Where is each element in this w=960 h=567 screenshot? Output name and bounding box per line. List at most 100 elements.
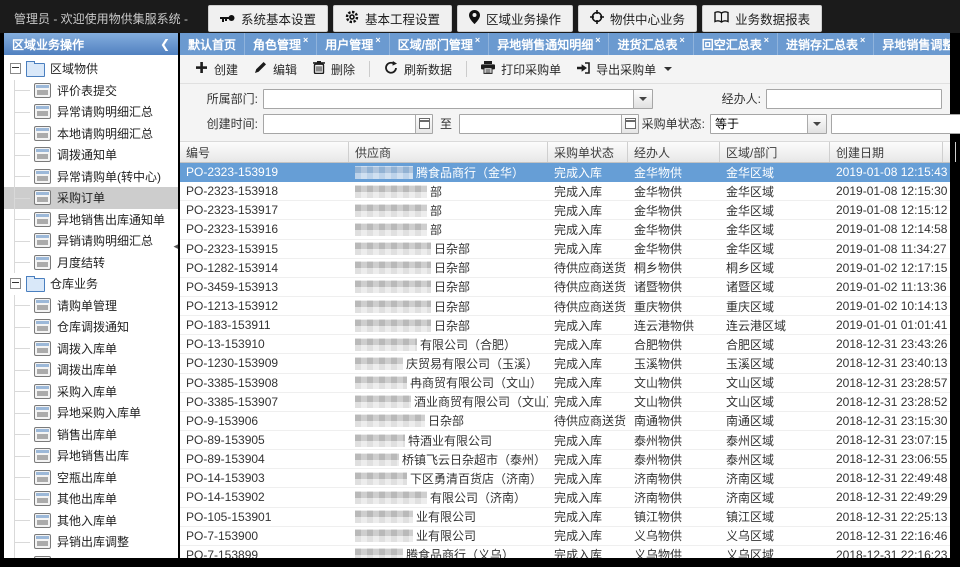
tab-item[interactable]: 区域/部门管理 ×: [389, 33, 490, 55]
chevron-left-icon[interactable]: ❮: [159, 37, 170, 51]
table-row[interactable]: PO-9-153906 日杂部 待供应商送货 南通物供 南通区域 2018-12-31 2…: [180, 412, 950, 431]
tree-group[interactable]: 仓库业务: [4, 273, 178, 295]
status-value-input[interactable]: [831, 113, 960, 134]
menu-engineering-settings[interactable]: 基本工程设置: [333, 5, 453, 32]
sidebar-item[interactable]: 异常请购单(转中心): [4, 165, 178, 188]
table-row[interactable]: PO-14-153902 有限公司（济南） 完成入库 济南物供 济南区域 2018-12-…: [180, 488, 950, 508]
status-operator-value[interactable]: [711, 114, 808, 133]
table-row[interactable]: PO-1213-153912 日杂部 待供应商送货 重庆物供 重庆区域 2019-01-0…: [180, 297, 950, 317]
sidebar-item[interactable]: 月度结转: [4, 251, 178, 274]
chevron-down-icon[interactable]: [807, 114, 827, 133]
table-row[interactable]: PO-2323-153916 部 完成入库 金华物供 金华区域 2019-01-08 12…: [180, 220, 950, 240]
tab-close-icon[interactable]: ×: [679, 35, 685, 45]
menu-regional-operations[interactable]: 区域业务操作: [457, 5, 574, 32]
status-value[interactable]: [832, 114, 960, 133]
sidebar-item[interactable]: 异地销售出库通知单: [4, 208, 178, 231]
sidebar-item[interactable]: 异销出库调整: [4, 531, 178, 553]
edit-button[interactable]: 编辑: [247, 58, 304, 81]
tab-item[interactable]: 默认首页: [180, 33, 246, 55]
sidebar-resize-grip[interactable]: ◂: [173, 241, 178, 251]
sidebar-item[interactable]: 评价表提交: [4, 79, 178, 102]
table-row[interactable]: PO-3459-153913 日杂部 待供应商送货 诸暨物供 诸暨区域 2019-01-0…: [180, 278, 950, 297]
status-operator-select[interactable]: [710, 113, 828, 134]
date-from-input[interactable]: [263, 113, 433, 134]
dept-select[interactable]: [263, 88, 653, 109]
table-row[interactable]: PO-1230-153909 庆贸易有限公司（玉溪） 完成入库 玉溪物供 玉溪区域 201…: [180, 354, 950, 374]
table-row[interactable]: PO-2323-153915 日杂部 完成入库 金华物供 金华区域 2019-01-08 …: [180, 240, 950, 259]
tab-close-icon[interactable]: ×: [474, 35, 481, 45]
menu-system-settings[interactable]: 系统基本设置: [208, 5, 329, 32]
sidebar-item[interactable]: 调拨入库单: [4, 337, 178, 360]
tab-close-icon[interactable]: ×: [303, 35, 309, 45]
sidebar-item[interactable]: 异地销售出库: [4, 445, 178, 467]
sidebar-item[interactable]: 采购订单: [4, 187, 178, 209]
tab-close-icon[interactable]: ×: [763, 35, 770, 45]
tab-item[interactable]: 角色管理 ×: [245, 33, 318, 55]
tab-item[interactable]: 进销存汇总表 ×: [778, 33, 875, 55]
tab-item[interactable]: 异地销售调整明细×: [874, 33, 950, 55]
table-row[interactable]: PO-7-153899 腾食品商行（义乌） 完成入库 义乌物供 义乌区域 2018-12-…: [180, 546, 950, 558]
date-to-input[interactable]: [459, 113, 640, 134]
date-from-value[interactable]: [264, 114, 415, 133]
tab-close-icon[interactable]: ×: [375, 35, 381, 45]
sidebar-item[interactable]: 异常请购明细汇总: [4, 101, 178, 123]
date-to-value[interactable]: [460, 114, 622, 133]
tree-collapse-icon[interactable]: [10, 278, 21, 290]
tab-close-icon[interactable]: ×: [860, 35, 866, 45]
cell-status: 完成入库: [554, 356, 603, 371]
cell-region: 金华区域: [726, 222, 775, 237]
column-header[interactable]: 创建日期: [830, 142, 943, 162]
table-row[interactable]: PO-2323-153919 腾食品商行（金华） 完成入库 金华物供 金华区域 2019-…: [180, 163, 950, 183]
sidebar-item[interactable]: 调拨出库单: [4, 359, 178, 381]
chevron-down-icon[interactable]: [633, 89, 652, 108]
sidebar-item[interactable]: 调拨通知单: [4, 144, 178, 166]
table-row[interactable]: PO-2323-153918 部 完成入库 金华物供 金华区域 2019-01-08 12…: [180, 182, 950, 202]
sidebar-item[interactable]: 采购入库单: [4, 380, 178, 403]
sidebar-item[interactable]: 销售出库单: [4, 423, 178, 446]
column-header[interactable]: 区域/部门: [720, 142, 830, 162]
table-row[interactable]: PO-89-153905 特酒业有限公司 完成入库 泰州物供 泰州区域 2018-12-3…: [180, 431, 950, 451]
sidebar-item[interactable]: 其他入库单: [4, 509, 178, 532]
column-header[interactable]: 经办人: [628, 142, 720, 162]
sidebar-item[interactable]: 异销请购明细汇总: [4, 230, 178, 252]
table-row[interactable]: PO-14-153903 下区勇清百货店（济南） 完成入库 济南物供 济南区域 2018-…: [180, 469, 950, 489]
table-row[interactable]: PO-2323-153917 部 完成入库 金华物供 金华区域 2019-01-08 12…: [180, 201, 950, 221]
sidebar-item[interactable]: 请购单管理: [4, 294, 178, 317]
sidebar-item[interactable]: 本地请购明细汇总: [4, 122, 178, 145]
tab-item[interactable]: 用户管理 ×: [317, 33, 390, 55]
sidebar-item[interactable]: 异地采购入库单: [4, 402, 178, 424]
tab-item[interactable]: 回空汇总表 ×: [693, 33, 779, 55]
table-row[interactable]: PO-183-153911 日杂部 完成入库 连云港物供 连云港区域 2019-01-01…: [180, 316, 950, 336]
sidebar-item[interactable]: 其他出库单: [4, 488, 178, 510]
menu-data-reports[interactable]: 业务数据报表: [702, 5, 823, 32]
tree-collapse-icon[interactable]: [10, 63, 21, 75]
table-row[interactable]: PO-89-153904 桥镇飞云日杂超市（泰州） 完成入库 泰州物供 泰州区域 2018…: [180, 450, 950, 470]
calendar-icon[interactable]: [415, 114, 432, 133]
column-header[interactable]: 供应商: [349, 142, 548, 162]
agent-input-value[interactable]: [767, 89, 941, 108]
column-header[interactable]: 采购单状态: [548, 142, 628, 162]
print-button[interactable]: 打印采购单: [474, 58, 568, 81]
dept-select-value[interactable]: [264, 89, 633, 108]
tab-item[interactable]: 进货汇总表 ×: [609, 33, 694, 55]
sidebar-item[interactable]: 空瓶出库单: [4, 466, 178, 489]
table-row[interactable]: PO-13-153910 有限公司（合肥） 完成入库 合肥物供 合肥区域 2018-12-…: [180, 335, 950, 355]
export-button[interactable]: 导出采购单: [570, 58, 679, 81]
sidebar-item[interactable]: [4, 552, 178, 558]
menu-supply-center[interactable]: 物供中心业务: [578, 5, 698, 32]
tab-item[interactable]: 异地销售通知明细 ×: [489, 33, 610, 55]
sidebar-item[interactable]: 仓库调拨通知: [4, 316, 178, 338]
tree-group[interactable]: 区域物供: [4, 58, 178, 80]
table-row[interactable]: PO-3385-153907 酒业商贸有限公司（文山） 完成入库 文山物供 文山区域 20…: [180, 393, 950, 412]
delete-button[interactable]: 删除: [306, 58, 362, 81]
table-row[interactable]: PO-7-153900 业有限公司 完成入库 义乌物供 义乌区域 2018-12-31 2…: [180, 527, 950, 546]
tab-close-icon[interactable]: ×: [595, 35, 601, 45]
create-button[interactable]: 创建: [188, 58, 245, 81]
column-header[interactable]: 编号: [180, 142, 349, 162]
table-row[interactable]: PO-1282-153914 日杂部 待供应商送货 桐乡物供 桐乡区域 2019-01-0…: [180, 259, 950, 278]
table-row[interactable]: PO-3385-153908 冉商贸有限公司（文山） 完成入库 文山物供 文山区域 201…: [180, 374, 950, 393]
agent-input[interactable]: [766, 88, 942, 109]
refresh-button[interactable]: 刷新数据: [377, 58, 459, 81]
calendar-icon[interactable]: [621, 114, 639, 133]
table-row[interactable]: PO-105-153901 业有限公司 完成入库 镇江物供 镇江区域 2018-12-31…: [180, 508, 950, 527]
